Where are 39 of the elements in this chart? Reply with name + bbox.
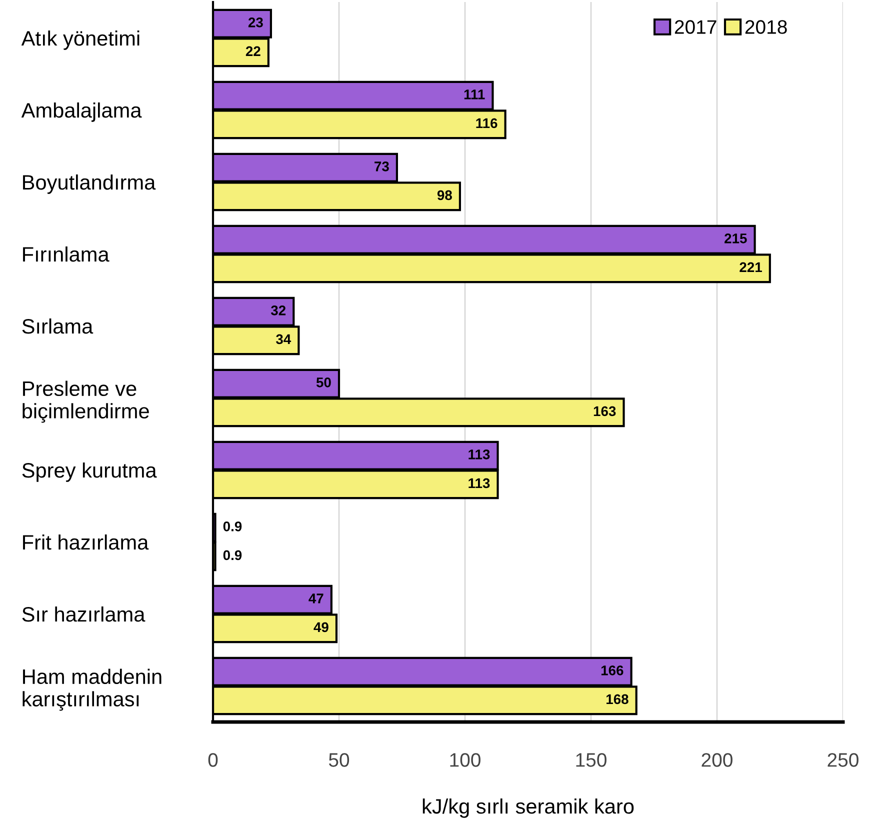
legend-label: 2018 [745,20,787,34]
y-tick-label: Presleme ve biçimlendirme [22,380,149,423]
x-tick-label: 100 [450,753,480,767]
y-tick-label: Fırınlama [23,246,110,262]
legend-label: 2017 [674,20,716,34]
data-label: 49 [314,622,328,632]
data-label: 32 [270,305,286,316]
y-tick-label: Sır hazırlama [22,606,146,622]
data-label: 163 [594,406,616,416]
x-tick-label: 250 [828,753,858,767]
y-tick-label: Boyutlandırma [23,174,156,194]
x-tick-label: 0 [208,753,218,767]
data-label: 111 [464,90,485,100]
data-label: 168 [606,694,628,704]
y-tick-label: Sırlama [22,318,94,334]
data-label: 22 [246,46,260,56]
data-label: 113 [468,478,490,488]
data-label: 73 [374,161,389,172]
x-axis-title: kJ/kg sırlı seramik karo [422,798,634,818]
y-tick-label: Atık yönetimi [21,30,140,50]
data-label: 221 [740,262,762,272]
data-label: 113 [468,449,490,460]
data-label: 215 [724,233,747,244]
data-label: 98 [437,190,452,200]
y-tick-label: Frit hazırlama [23,534,149,550]
y-tick-label: Sprey kurutma [22,462,157,482]
data-label: 116 [476,118,498,128]
data-label: 34 [276,334,292,344]
y-tick-label: Ham maddenin karıştırılması [22,668,162,711]
data-label: 0.9 [223,521,242,532]
data-label: 23 [248,17,263,28]
x-tick-label: 50 [328,753,350,767]
data-label: 166 [601,665,624,676]
data-label: 50 [316,377,331,388]
y-tick-label: Ambalajlama [21,102,142,122]
data-label: 0.9 [223,550,242,560]
x-tick-label: 150 [576,753,606,767]
x-tick-label: 200 [702,753,732,767]
data-label: 47 [308,594,324,604]
